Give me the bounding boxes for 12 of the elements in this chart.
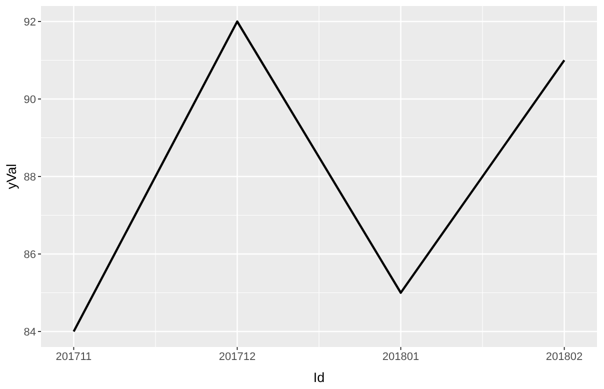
- y-tick-label: 84: [24, 326, 36, 338]
- y-tick-label: 92: [24, 16, 36, 28]
- x-tick-label: 201801: [382, 351, 420, 363]
- x-tick-label: 201712: [218, 351, 256, 363]
- line-series: [72, 20, 566, 333]
- x-axis-title: Id: [313, 370, 325, 385]
- y-tick-label: 88: [24, 171, 36, 184]
- x-tick-label: 201802: [546, 351, 583, 363]
- y-axis-title: yVal: [4, 164, 19, 190]
- y-tick-label: 86: [24, 248, 36, 261]
- y-tick-label: 90: [24, 94, 36, 106]
- x-tick-label: 201711: [56, 351, 92, 363]
